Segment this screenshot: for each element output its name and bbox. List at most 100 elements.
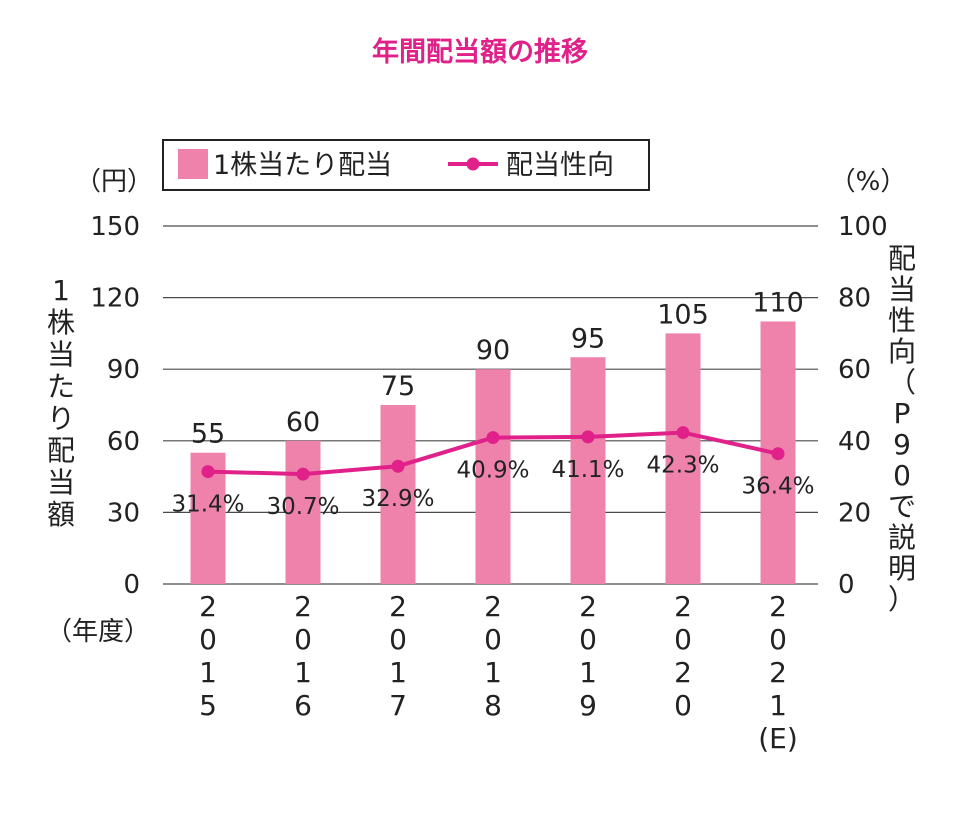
legend-box [162,139,650,191]
right-axis-label-char: 向 [888,335,916,368]
right-axis-label-char: P [894,397,911,430]
chart-title: 年間配当額の推移 [372,37,588,68]
x-tick-label: (E) [758,722,798,755]
legend: 1株当たり配当 配当性向 [162,139,650,191]
x-tick-label: 7 [389,689,407,722]
right-tick-label: 0 [838,570,855,600]
left-tick-label: 30 [107,498,140,528]
right-axis-label-char: で [888,490,916,523]
left-tick-label: 120 [90,284,140,314]
x-tick-label: 0 [674,689,692,722]
x-tick-label: 2 [579,590,597,623]
right-tick-label: 80 [838,284,871,314]
x-tick-label: 0 [579,623,597,656]
payout-ratio-point [676,426,690,440]
bar-value-label: 75 [381,371,415,402]
x-tick-label: 8 [484,689,502,722]
x-tick-label: 2 [389,590,407,623]
x-tick-label: 2 [674,656,692,689]
x-tick-label: 2 [769,656,787,689]
x-tick-label: 2 [484,590,502,623]
right-tick-label: 20 [838,498,871,528]
x-tick-label: 1 [389,656,407,689]
bar [665,333,701,584]
payout-ratio-label: 31.4% [171,492,244,518]
x-tick-label: 1 [769,689,787,722]
left-axis-label-char: 当 [47,466,75,499]
payout-ratio-label: 41.1% [551,457,624,483]
right-axis-label-char: 明 [888,552,916,585]
right-axis-label-char: 当 [888,273,916,306]
x-tick-label: 9 [579,689,597,722]
bar-value-label: 95 [571,323,605,354]
left-tick-label: 90 [107,355,140,385]
left-axis-label-char: 額 [47,498,75,531]
bar-value-label: 105 [657,299,709,330]
payout-ratio-label: 42.3% [646,453,719,479]
left-axis-unit: （円） [75,167,153,197]
payout-ratio-point [771,447,785,461]
payout-ratio-labels: 31.4% 30.7% 32.9% 40.9% 41.1% 42.3% 36.4% [171,453,814,521]
left-axis-ticks: 0 30 60 90 120 150 [90,212,140,600]
right-tick-label: 100 [838,212,888,242]
right-axis-label-char: ） [888,583,916,616]
left-tick-label: 60 [107,427,140,457]
payout-ratio-label: 36.4% [741,474,814,500]
bar-value-label: 110 [752,287,804,318]
x-tick-label: 1 [484,656,502,689]
bar [475,369,511,584]
right-axis-label-char: 9 [893,428,911,461]
x-tick-label: 5 [199,689,217,722]
x-tick-label: 1 [579,656,597,689]
right-axis-label-char: 説 [888,521,916,554]
bar-value-label: 55 [191,419,225,450]
x-tick-label: 6 [294,689,312,722]
x-tick-label: 0 [199,623,217,656]
payout-ratio-line [201,426,785,481]
legend-bar-swatch [178,149,208,179]
x-tick-label: 0 [769,623,787,656]
x-axis-unit: （年度） [46,617,150,647]
payout-ratio-point [296,467,310,481]
bars [190,321,796,584]
left-axis-label-char: 1 [52,274,70,307]
bar-value-label: 60 [286,407,320,438]
bar-value-labels: 55 60 75 90 95 105 110 [191,287,804,449]
right-axis-ticks: 0 20 40 60 80 100 [838,212,888,600]
right-axis-label-char: 性 [888,304,916,337]
x-tick-label: 2 [294,590,312,623]
payout-ratio-label: 40.9% [456,458,529,484]
x-tick-label: 2 [199,590,217,623]
x-tick-label: 0 [294,623,312,656]
left-axis-label-char: り [47,402,75,435]
bar-value-label: 90 [476,335,510,366]
x-tick-label: 0 [389,623,407,656]
left-axis-label-char: 当 [47,338,75,371]
payout-ratio-label: 30.7% [266,494,339,520]
right-axis-label-char: 0 [893,459,911,492]
left-tick-label: 150 [90,212,140,242]
right-axis-unit: （%） [830,167,907,197]
x-tick-label: 1 [199,656,217,689]
payout-ratio-point [581,430,595,444]
legend-line-label: 配当性向 [506,150,614,181]
right-tick-label: 40 [838,427,871,457]
x-tick-label: 0 [674,623,692,656]
legend-bar-label: 1株当たり配当 [213,150,392,181]
x-tick-label: 2 [674,590,692,623]
right-tick-label: 60 [838,355,871,385]
x-tick-label: 0 [484,623,502,656]
bar [380,405,416,584]
bar [285,440,321,584]
left-axis-label-char: た [47,370,75,403]
bar [570,357,606,584]
left-axis-label-char: 株 [47,306,75,339]
payout-ratio-point [486,431,500,445]
payout-ratio-point [201,465,215,479]
payout-ratio-point [391,459,405,473]
right-axis-label-char: （ [888,366,916,399]
left-tick-label: 0 [123,570,140,600]
